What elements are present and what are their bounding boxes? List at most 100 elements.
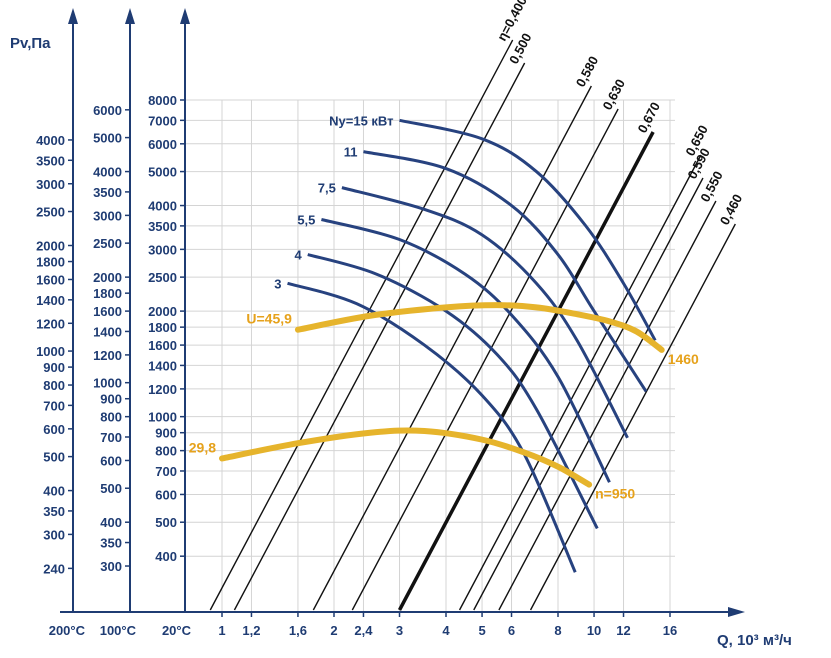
- x-tick-label: 1,2: [242, 623, 260, 638]
- axis-arrow: [125, 8, 135, 24]
- y-tick-label: 1200: [36, 316, 65, 331]
- y-tick-label: 2500: [148, 270, 177, 285]
- x-axis-title: Q, 10³ м³/ч: [717, 632, 792, 649]
- y-tick-label: 1000: [93, 376, 122, 391]
- y-tick-label: 2000: [36, 239, 65, 254]
- y-tick-label: 300: [43, 527, 65, 542]
- y-tick-label: 600: [100, 453, 122, 468]
- y-tick-label: 1400: [36, 293, 65, 308]
- y-tick-label: 3500: [36, 153, 65, 168]
- y-tick-label: 300: [100, 559, 122, 574]
- speed-label-left: 29,8: [189, 439, 216, 455]
- speed-curve: [219, 427, 593, 488]
- x-tick-label: 2,4: [354, 623, 373, 638]
- x-tick-label: 10: [587, 623, 601, 638]
- speed-label-left: U=45,9: [246, 311, 292, 327]
- y-tick-label: 350: [100, 536, 122, 551]
- y-tick-label: 400: [100, 515, 122, 530]
- y-tick-label: 7000: [148, 113, 177, 128]
- axis-arrow: [68, 8, 78, 24]
- y-tick-label: 4000: [93, 165, 122, 180]
- power-curve: [363, 150, 648, 393]
- grid-lines: [185, 99, 675, 612]
- power-label: 11: [344, 145, 358, 160]
- y-tick-label: 240: [43, 561, 65, 576]
- temperature-label: 100°C: [100, 623, 137, 638]
- efficiency-line: [498, 200, 717, 611]
- y-tick-label: 5000: [93, 131, 122, 146]
- y-tick-label: 3000: [148, 242, 177, 257]
- y-tick-label: 600: [155, 487, 177, 502]
- power-curve: [307, 253, 599, 530]
- y-tick-label: 900: [155, 426, 177, 441]
- x-tick-label: 12: [616, 623, 630, 638]
- y-tick-label: 1800: [36, 255, 65, 270]
- y-tick-label: 4000: [36, 133, 65, 148]
- y-tick-label: 2000: [93, 270, 122, 285]
- power-curve: [321, 218, 611, 483]
- y-axis-title: Pv,Па: [10, 35, 51, 52]
- y-tick-label: 800: [100, 410, 122, 425]
- y-tick-label: 1400: [148, 358, 177, 373]
- y-tick-label: 3500: [148, 219, 177, 234]
- y-tick-label: 1600: [148, 338, 177, 353]
- y-tick-label: 3000: [36, 177, 65, 192]
- power-curves: [287, 118, 657, 573]
- efficiency-label: 0,460: [717, 192, 746, 228]
- temperature-label: 200°C: [49, 623, 86, 638]
- y-tick-label: 1600: [36, 272, 65, 287]
- y-tick-label: 700: [155, 464, 177, 479]
- x-tick-label: 8: [554, 623, 561, 638]
- efficiency-line: [473, 177, 704, 611]
- x-tick-label: 3: [396, 623, 403, 638]
- y-tick-label: 1800: [148, 320, 177, 335]
- y-tick-label: 1000: [36, 344, 65, 359]
- labels: Ny=15 кВт 11 7,5 5,5 43 U=45,9 1460 29,8 n=950: [189, 113, 699, 501]
- power-label: 4: [295, 248, 303, 263]
- x-tick-label: 1,6: [289, 623, 307, 638]
- efficiency-label: 0,670: [635, 100, 664, 136]
- x-axis-arrow: [728, 607, 745, 617]
- y-tick-label: 2500: [93, 236, 122, 251]
- y-tick-label: 400: [155, 549, 177, 564]
- y-tick-label: 500: [100, 481, 122, 496]
- y-tick-label: 2000: [148, 304, 177, 319]
- speed-label-right: 1460: [668, 351, 699, 367]
- power-curve: [287, 281, 577, 573]
- y-tick-label: 400: [43, 484, 65, 499]
- efficiency-label: 0,580: [573, 54, 602, 90]
- y-tick-label: 700: [100, 430, 122, 445]
- axis-arrow: [180, 8, 190, 24]
- x-tick-label: 6: [508, 623, 515, 638]
- efficiency-line: [312, 85, 592, 611]
- y-tick-label: 800: [155, 444, 177, 459]
- power-curve: [399, 118, 657, 342]
- x-tick-label: 4: [442, 623, 450, 638]
- y-tick-label: 5000: [148, 165, 177, 180]
- y-tick-label: 1600: [93, 304, 122, 319]
- y-tick-label: 500: [155, 515, 177, 530]
- y-tick-label: 1800: [93, 286, 122, 301]
- power-label: 7,5: [318, 181, 336, 196]
- x-tick-label: 2: [330, 623, 337, 638]
- y-tick-label: 700: [43, 398, 65, 413]
- y-tick-label: 6000: [148, 137, 177, 152]
- efficiency-line: [397, 131, 655, 611]
- y-tick-label: 4000: [148, 199, 177, 214]
- y-tick-label: 600: [43, 422, 65, 437]
- efficiency-line: [233, 62, 526, 611]
- speed-curves: [219, 302, 665, 488]
- power-label: Ny=15 кВт: [329, 113, 393, 128]
- efficiency-line: [209, 39, 514, 611]
- y-tick-label: 2500: [36, 205, 65, 220]
- y-tick-label: 900: [43, 360, 65, 375]
- y-tick-label: 1200: [148, 382, 177, 397]
- efficiency-line: [351, 108, 619, 611]
- y-tick-label: 1200: [93, 348, 122, 363]
- y-tick-label: 3000: [93, 208, 122, 223]
- speed-curve: [294, 302, 665, 353]
- x-tick-label: 1: [218, 623, 225, 638]
- temperature-label: 20°C: [162, 623, 192, 638]
- efficiency-line: [458, 154, 702, 611]
- y-tick-label: 1000: [148, 410, 177, 425]
